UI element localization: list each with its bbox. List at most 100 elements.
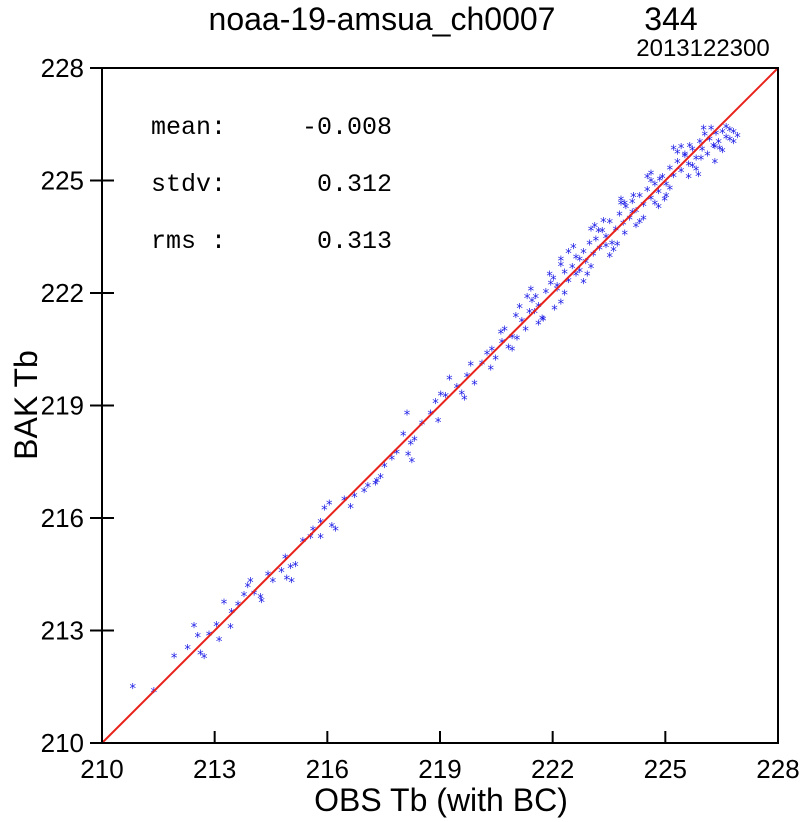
data-point: * <box>513 311 520 326</box>
data-point: * <box>727 125 734 140</box>
x-axis-label: OBS Tb (with BC) <box>314 782 568 818</box>
data-point: * <box>184 643 191 658</box>
data-point: * <box>630 191 637 206</box>
y-axis-label: BAK Tb <box>8 350 44 460</box>
data-point: * <box>498 327 505 342</box>
data-point: * <box>501 325 508 340</box>
data-point: * <box>509 345 516 360</box>
data-point: * <box>244 581 251 596</box>
data-point: * <box>351 491 358 506</box>
data-point: * <box>573 270 580 285</box>
data-point: * <box>686 141 693 156</box>
data-point: * <box>659 172 666 187</box>
data-point: * <box>487 363 494 378</box>
data-point: * <box>374 476 381 491</box>
y-tick-label: 216 <box>41 503 84 533</box>
data-point: * <box>616 210 623 225</box>
data-point: * <box>561 267 568 282</box>
data-point: * <box>565 276 572 291</box>
data-point: * <box>535 301 542 316</box>
data-point: * <box>404 408 411 423</box>
data-point: * <box>613 225 620 240</box>
x-tick-label: 228 <box>756 754 799 784</box>
data-point: * <box>678 142 685 157</box>
y-tick-label: 213 <box>41 616 84 646</box>
data-point: * <box>570 242 577 257</box>
data-point: * <box>247 576 254 591</box>
data-point: * <box>278 566 285 581</box>
data-point: * <box>715 137 722 152</box>
data-point: * <box>201 652 208 667</box>
data-point: * <box>171 651 178 666</box>
stat-value: 0.313 <box>317 227 392 256</box>
data-point: * <box>622 198 629 213</box>
data-point: * <box>516 302 523 317</box>
data-point: * <box>329 521 336 536</box>
data-point: * <box>576 266 583 281</box>
data-point: * <box>381 461 388 476</box>
data-point: * <box>221 597 228 612</box>
data-point: * <box>656 175 663 190</box>
data-point: * <box>432 397 439 412</box>
chart-title: noaa-19-amsua_ch0007 <box>209 1 556 37</box>
data-point: * <box>667 183 674 198</box>
data-point: * <box>702 130 709 145</box>
data-point: * <box>533 292 540 307</box>
data-point: * <box>438 390 445 405</box>
data-point: * <box>607 251 614 266</box>
data-point: * <box>394 447 401 462</box>
data-point: * <box>670 144 677 159</box>
data-point: * <box>288 576 295 591</box>
data-point: * <box>492 354 499 369</box>
data-point: * <box>284 573 291 588</box>
y-tick-label: 228 <box>41 53 84 83</box>
data-point: * <box>489 345 496 360</box>
data-point: * <box>708 123 715 138</box>
data-point: * <box>241 590 248 605</box>
data-point: * <box>321 504 328 519</box>
data-point: * <box>405 450 412 465</box>
data-point: * <box>663 191 670 206</box>
data-point: * <box>685 160 692 175</box>
data-point: * <box>593 235 600 250</box>
data-point: * <box>698 153 705 168</box>
data-point: * <box>565 247 572 262</box>
data-point: * <box>197 648 204 663</box>
x-axis: 210 213 216 219 222 225 228 <box>80 731 800 784</box>
data-point: * <box>607 217 614 232</box>
data-point: * <box>620 219 627 234</box>
date-label: 2013122300 <box>636 35 769 62</box>
data-point: * <box>663 180 670 195</box>
data-point: * <box>648 193 655 208</box>
data-point: * <box>576 255 583 270</box>
observation-count: 344 <box>644 1 697 37</box>
data-point: * <box>586 238 593 253</box>
data-point: * <box>548 279 555 294</box>
y-tick-label: 219 <box>41 391 84 421</box>
data-point: * <box>524 292 531 307</box>
data-point: * <box>693 165 700 180</box>
data-point: * <box>710 141 717 156</box>
y-tick-label: 222 <box>41 278 84 308</box>
data-point: * <box>543 287 550 302</box>
data-point: * <box>573 252 580 267</box>
data-point: * <box>540 315 547 330</box>
data-point: * <box>730 137 737 152</box>
data-point: * <box>591 221 598 236</box>
stat-label: mean: <box>151 113 226 142</box>
data-point: * <box>674 157 681 172</box>
data-point: * <box>719 127 726 142</box>
data-point: * <box>700 123 707 138</box>
data-point: * <box>195 631 202 646</box>
data-point: * <box>526 307 533 322</box>
data-point: * <box>580 277 587 292</box>
data-point: * <box>723 132 730 147</box>
data-point: * <box>389 453 396 468</box>
data-point: * <box>618 198 625 213</box>
data-point: * <box>287 562 294 577</box>
data-point: * <box>648 168 655 183</box>
data-point: * <box>600 216 607 231</box>
x-tick-label: 222 <box>531 754 574 784</box>
y-tick-label: 210 <box>41 728 84 758</box>
data-point: * <box>459 388 466 403</box>
